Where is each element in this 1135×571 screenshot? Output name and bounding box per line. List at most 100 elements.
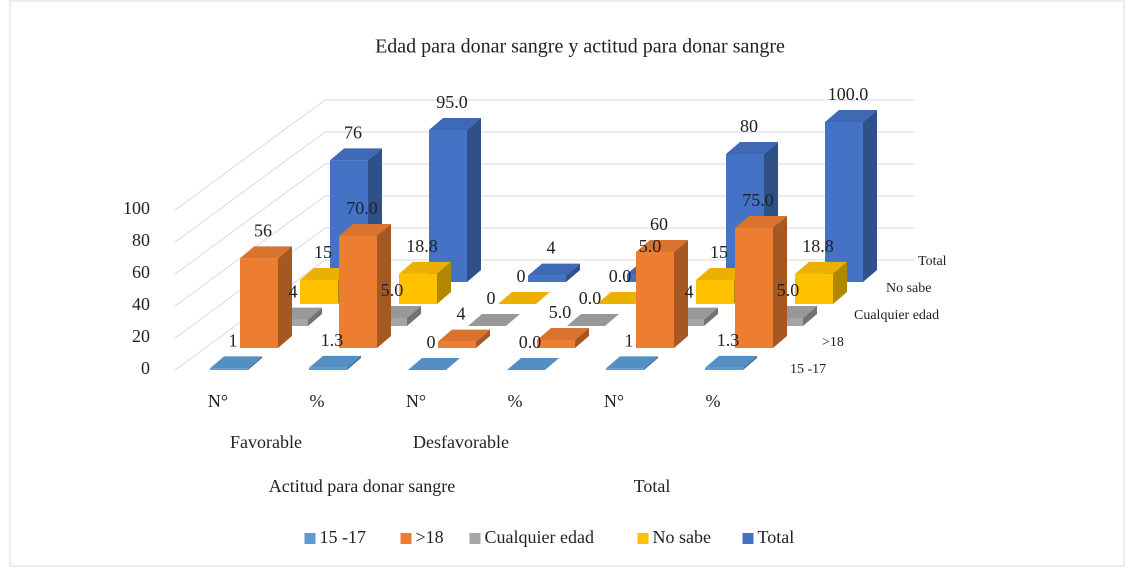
x-tick-label: % xyxy=(310,391,325,411)
bar-side xyxy=(743,355,757,370)
grid-line xyxy=(174,195,915,307)
data-label: 5.0 xyxy=(639,236,662,256)
y-tick-label: 20 xyxy=(132,326,150,346)
bar-top xyxy=(825,110,877,122)
bar xyxy=(240,246,292,348)
bar-side xyxy=(467,118,481,282)
bar-side xyxy=(803,306,817,326)
data-label: 80 xyxy=(740,116,758,136)
data-label: 15 xyxy=(314,242,332,262)
bar-top xyxy=(339,224,391,236)
bar-front xyxy=(606,368,644,370)
bar-top xyxy=(408,358,460,370)
bar-top xyxy=(567,314,619,326)
data-label: 0.0 xyxy=(519,332,542,352)
data-label: 18.8 xyxy=(406,236,438,256)
legend-label: 15 -17 xyxy=(320,527,367,547)
bar-side xyxy=(347,355,361,370)
bar-front xyxy=(429,130,467,282)
legend-swatch xyxy=(400,533,412,544)
bar-top xyxy=(240,246,292,259)
bar-front xyxy=(339,236,377,348)
bar-front xyxy=(438,341,476,348)
bar-side xyxy=(377,224,391,348)
x-tick-label: N° xyxy=(208,391,228,411)
bar-top xyxy=(210,356,262,369)
data-label: 95.0 xyxy=(436,92,468,112)
bar-top xyxy=(468,314,520,326)
bar-side xyxy=(674,240,688,348)
grid-line xyxy=(174,163,915,275)
bar xyxy=(339,224,391,348)
bar-top xyxy=(330,148,382,161)
bar xyxy=(795,261,847,304)
data-label: 5.0 xyxy=(381,280,404,300)
data-label: 5.0 xyxy=(549,302,572,322)
bar-side xyxy=(308,307,322,326)
bar-front xyxy=(300,280,338,304)
bar-top xyxy=(726,142,778,154)
category-supergroup-label: Total xyxy=(634,476,671,496)
data-label: 100.0 xyxy=(828,84,869,104)
bar-front xyxy=(528,275,566,282)
bar xyxy=(537,328,589,348)
bar xyxy=(468,314,520,326)
legend-label: No sabe xyxy=(653,527,711,547)
legend-label: >18 xyxy=(416,527,444,547)
data-label: 75.0 xyxy=(742,190,774,210)
data-label: 1 xyxy=(229,331,238,351)
data-label: 0 xyxy=(517,266,526,286)
bar-front xyxy=(795,273,833,304)
grid-line xyxy=(174,99,915,211)
data-label: 56 xyxy=(254,221,272,241)
bar-side xyxy=(704,307,718,326)
bar-front xyxy=(825,122,863,282)
bar xyxy=(567,314,619,326)
data-label: 0 xyxy=(487,288,496,308)
bar-side xyxy=(278,246,292,348)
data-label: 70.0 xyxy=(346,198,378,218)
bar xyxy=(606,356,658,370)
data-label: 0.0 xyxy=(609,266,632,286)
x-tick-label: N° xyxy=(604,391,624,411)
bar xyxy=(507,358,559,370)
category-supergroup-label: Actitud para donar sangre xyxy=(269,476,455,496)
category-group-label: Desfavorable xyxy=(413,432,509,452)
bar-side xyxy=(407,306,421,326)
bar-top xyxy=(498,292,550,304)
x-tick-label: N° xyxy=(406,391,426,411)
y-tick-label: 0 xyxy=(141,358,150,378)
bar-top xyxy=(606,356,658,369)
bar-top xyxy=(636,240,688,252)
data-label: 1.3 xyxy=(321,330,344,350)
bar-top xyxy=(507,358,559,370)
bar xyxy=(735,216,787,348)
bar-side xyxy=(773,216,787,348)
chart-frame xyxy=(9,0,1125,567)
bar-front xyxy=(636,252,674,348)
data-label: 60 xyxy=(650,214,668,234)
x-tick-label: % xyxy=(508,391,523,411)
bar xyxy=(528,263,580,282)
legend-label: Cualquier edad xyxy=(485,527,594,547)
bar-top xyxy=(528,263,580,276)
chart-title: Edad para donar sangre y actitud para do… xyxy=(375,36,785,58)
data-label: 0 xyxy=(427,332,436,352)
bar-front xyxy=(210,368,248,370)
bar-top xyxy=(309,355,361,368)
bar xyxy=(705,355,757,370)
legend-swatch xyxy=(304,533,316,544)
y-tick-label: 100 xyxy=(123,198,150,218)
data-label: 76 xyxy=(344,123,362,143)
bar-side xyxy=(566,263,580,282)
bar-top xyxy=(438,329,490,342)
y-tick-label: 80 xyxy=(132,230,150,250)
data-label: 4 xyxy=(547,238,556,258)
bar xyxy=(210,356,262,370)
series-axis-label: Total xyxy=(918,254,947,269)
bar xyxy=(636,240,688,348)
bar-top xyxy=(537,328,589,340)
bar-side xyxy=(476,329,490,348)
bar-side xyxy=(248,356,262,370)
